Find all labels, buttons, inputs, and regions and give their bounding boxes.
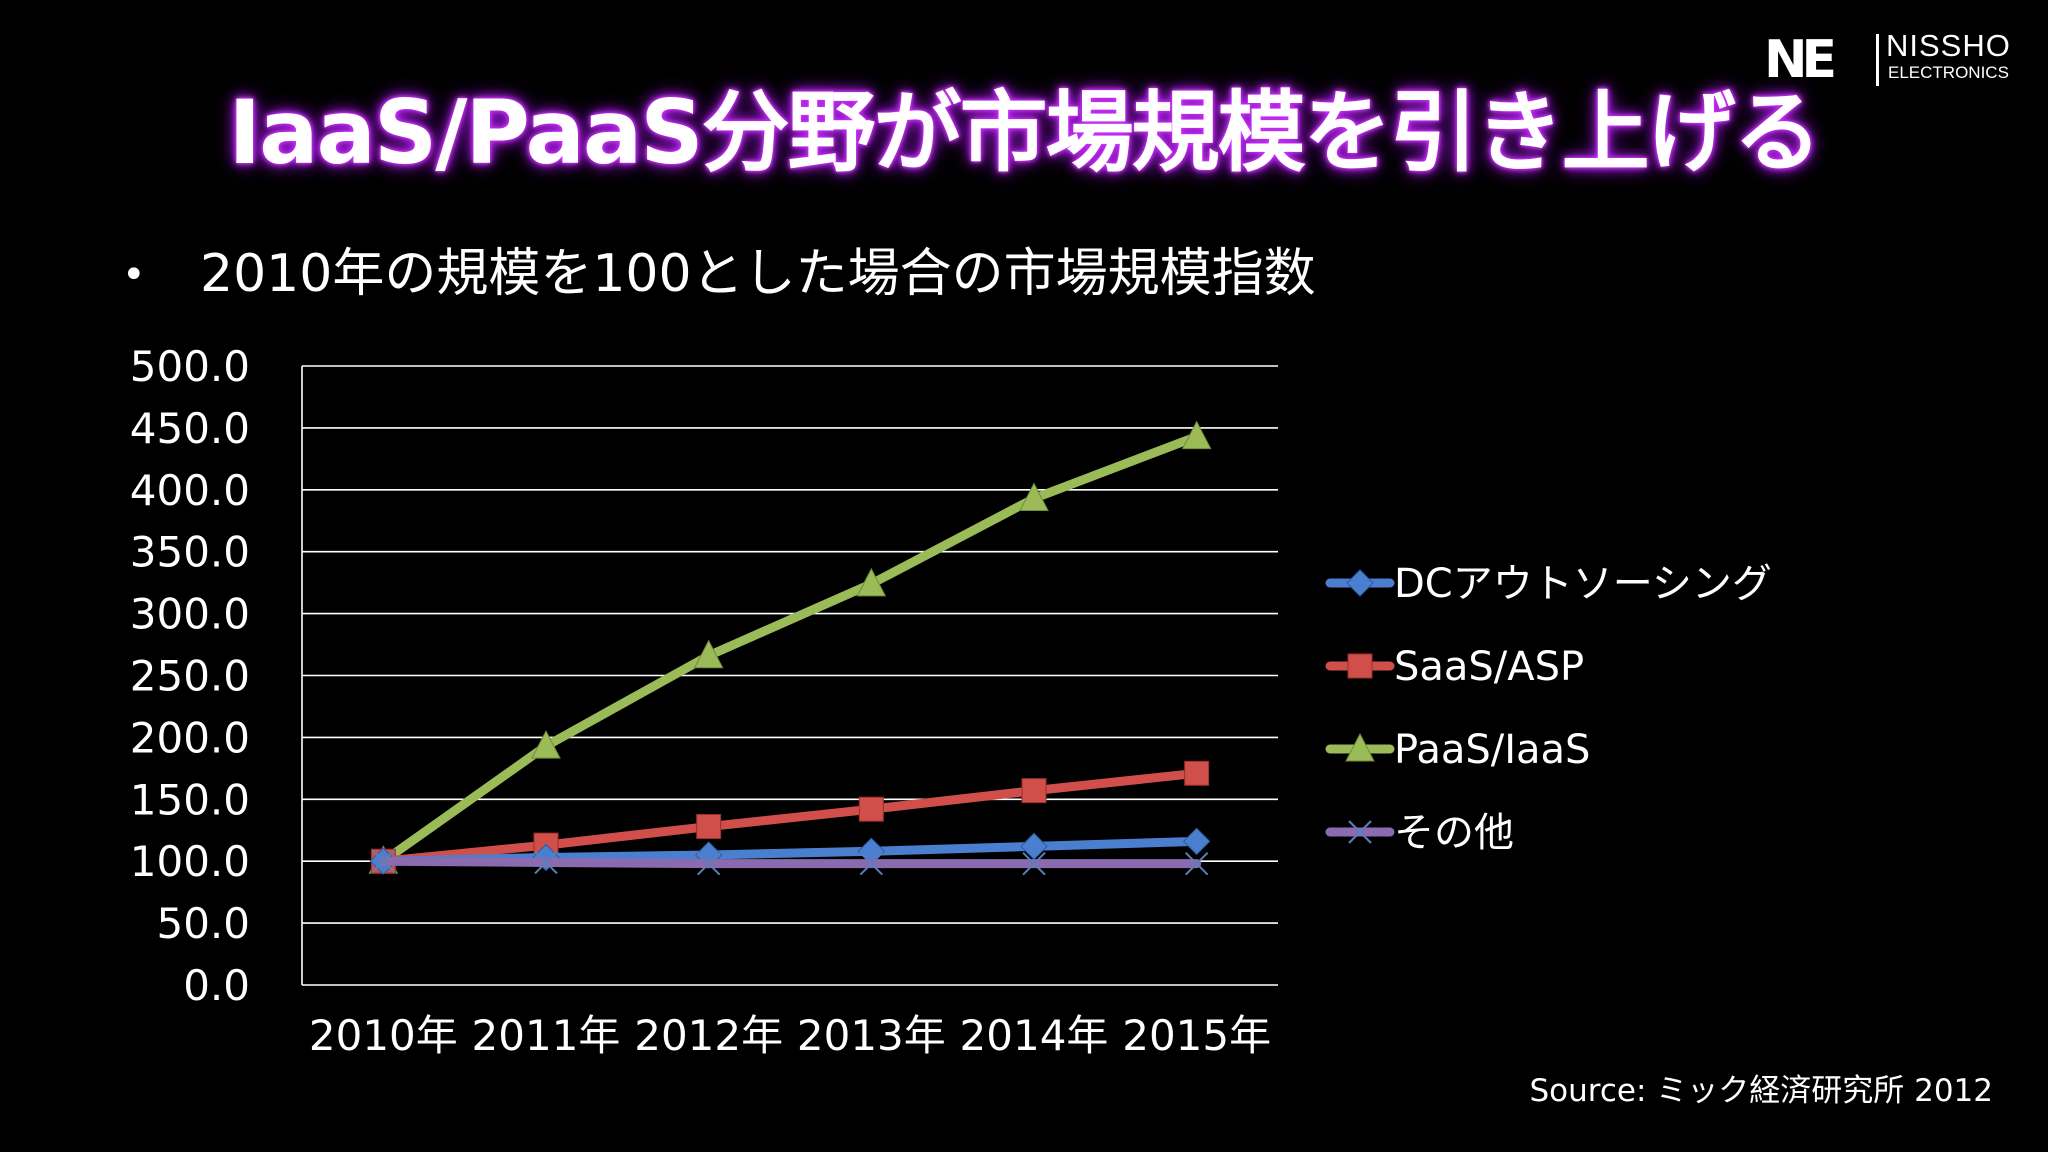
series-line — [383, 437, 1196, 862]
y-tick-label: 250.0 — [130, 652, 250, 701]
legend-label: DCアウトソーシング — [1394, 561, 1772, 607]
series-line — [383, 861, 1196, 863]
legend-item: PaaS/IaaS — [1330, 727, 1590, 773]
y-tick-label: 400.0 — [130, 466, 250, 515]
y-tick-label: 0.0 — [183, 961, 250, 1010]
x-tick-label: 2014年 — [960, 1011, 1109, 1060]
square-marker — [1185, 761, 1209, 785]
square-marker — [1022, 779, 1046, 803]
x-tick-label: 2015年 — [1122, 1011, 1271, 1060]
y-tick-label: 500.0 — [130, 342, 250, 391]
x-tick-labels: 2010年 2011年 2012年 2013年 2014年 2015年 — [309, 1011, 1271, 1060]
square-marker — [1348, 654, 1372, 678]
x-tick-label: 2011年 — [472, 1011, 621, 1060]
diamond-marker — [1347, 570, 1373, 596]
diamond-marker — [1184, 828, 1210, 854]
legend-label: PaaS/IaaS — [1394, 727, 1590, 773]
source-note: Source: ミック経済研究所 2012 — [1529, 1065, 1993, 1110]
legend-label: SaaS/ASP — [1394, 644, 1584, 690]
y-tick-label: 50.0 — [156, 899, 250, 948]
y-tick-label: 150.0 — [130, 775, 250, 824]
x-tick-label: 2010年 — [309, 1011, 458, 1060]
legend-label: その他 — [1394, 810, 1514, 856]
square-marker — [697, 815, 721, 839]
x-tick-label: 2013年 — [797, 1011, 946, 1060]
square-marker — [859, 797, 883, 821]
x-tick-label: 2012年 — [634, 1011, 783, 1060]
legend-item: SaaS/ASP — [1330, 644, 1584, 690]
y-tick-label: 350.0 — [130, 528, 250, 577]
y-tick-label: 200.0 — [130, 713, 250, 762]
y-tick-label: 100.0 — [130, 837, 250, 886]
y-tick-labels: 0.0 50.0 100.0 150.0 200.0 250.0 300.0 350.0 400… — [130, 342, 250, 1010]
triangle-marker — [1183, 422, 1211, 449]
legend-item: DCアウトソーシング — [1330, 561, 1772, 607]
legend: DCアウトソーシング SaaS/ASP PaaS/IaaS その他 — [1330, 561, 1772, 856]
legend-item: その他 — [1330, 810, 1514, 856]
y-tick-label: 300.0 — [130, 590, 250, 639]
y-tick-label: 450.0 — [130, 404, 250, 453]
